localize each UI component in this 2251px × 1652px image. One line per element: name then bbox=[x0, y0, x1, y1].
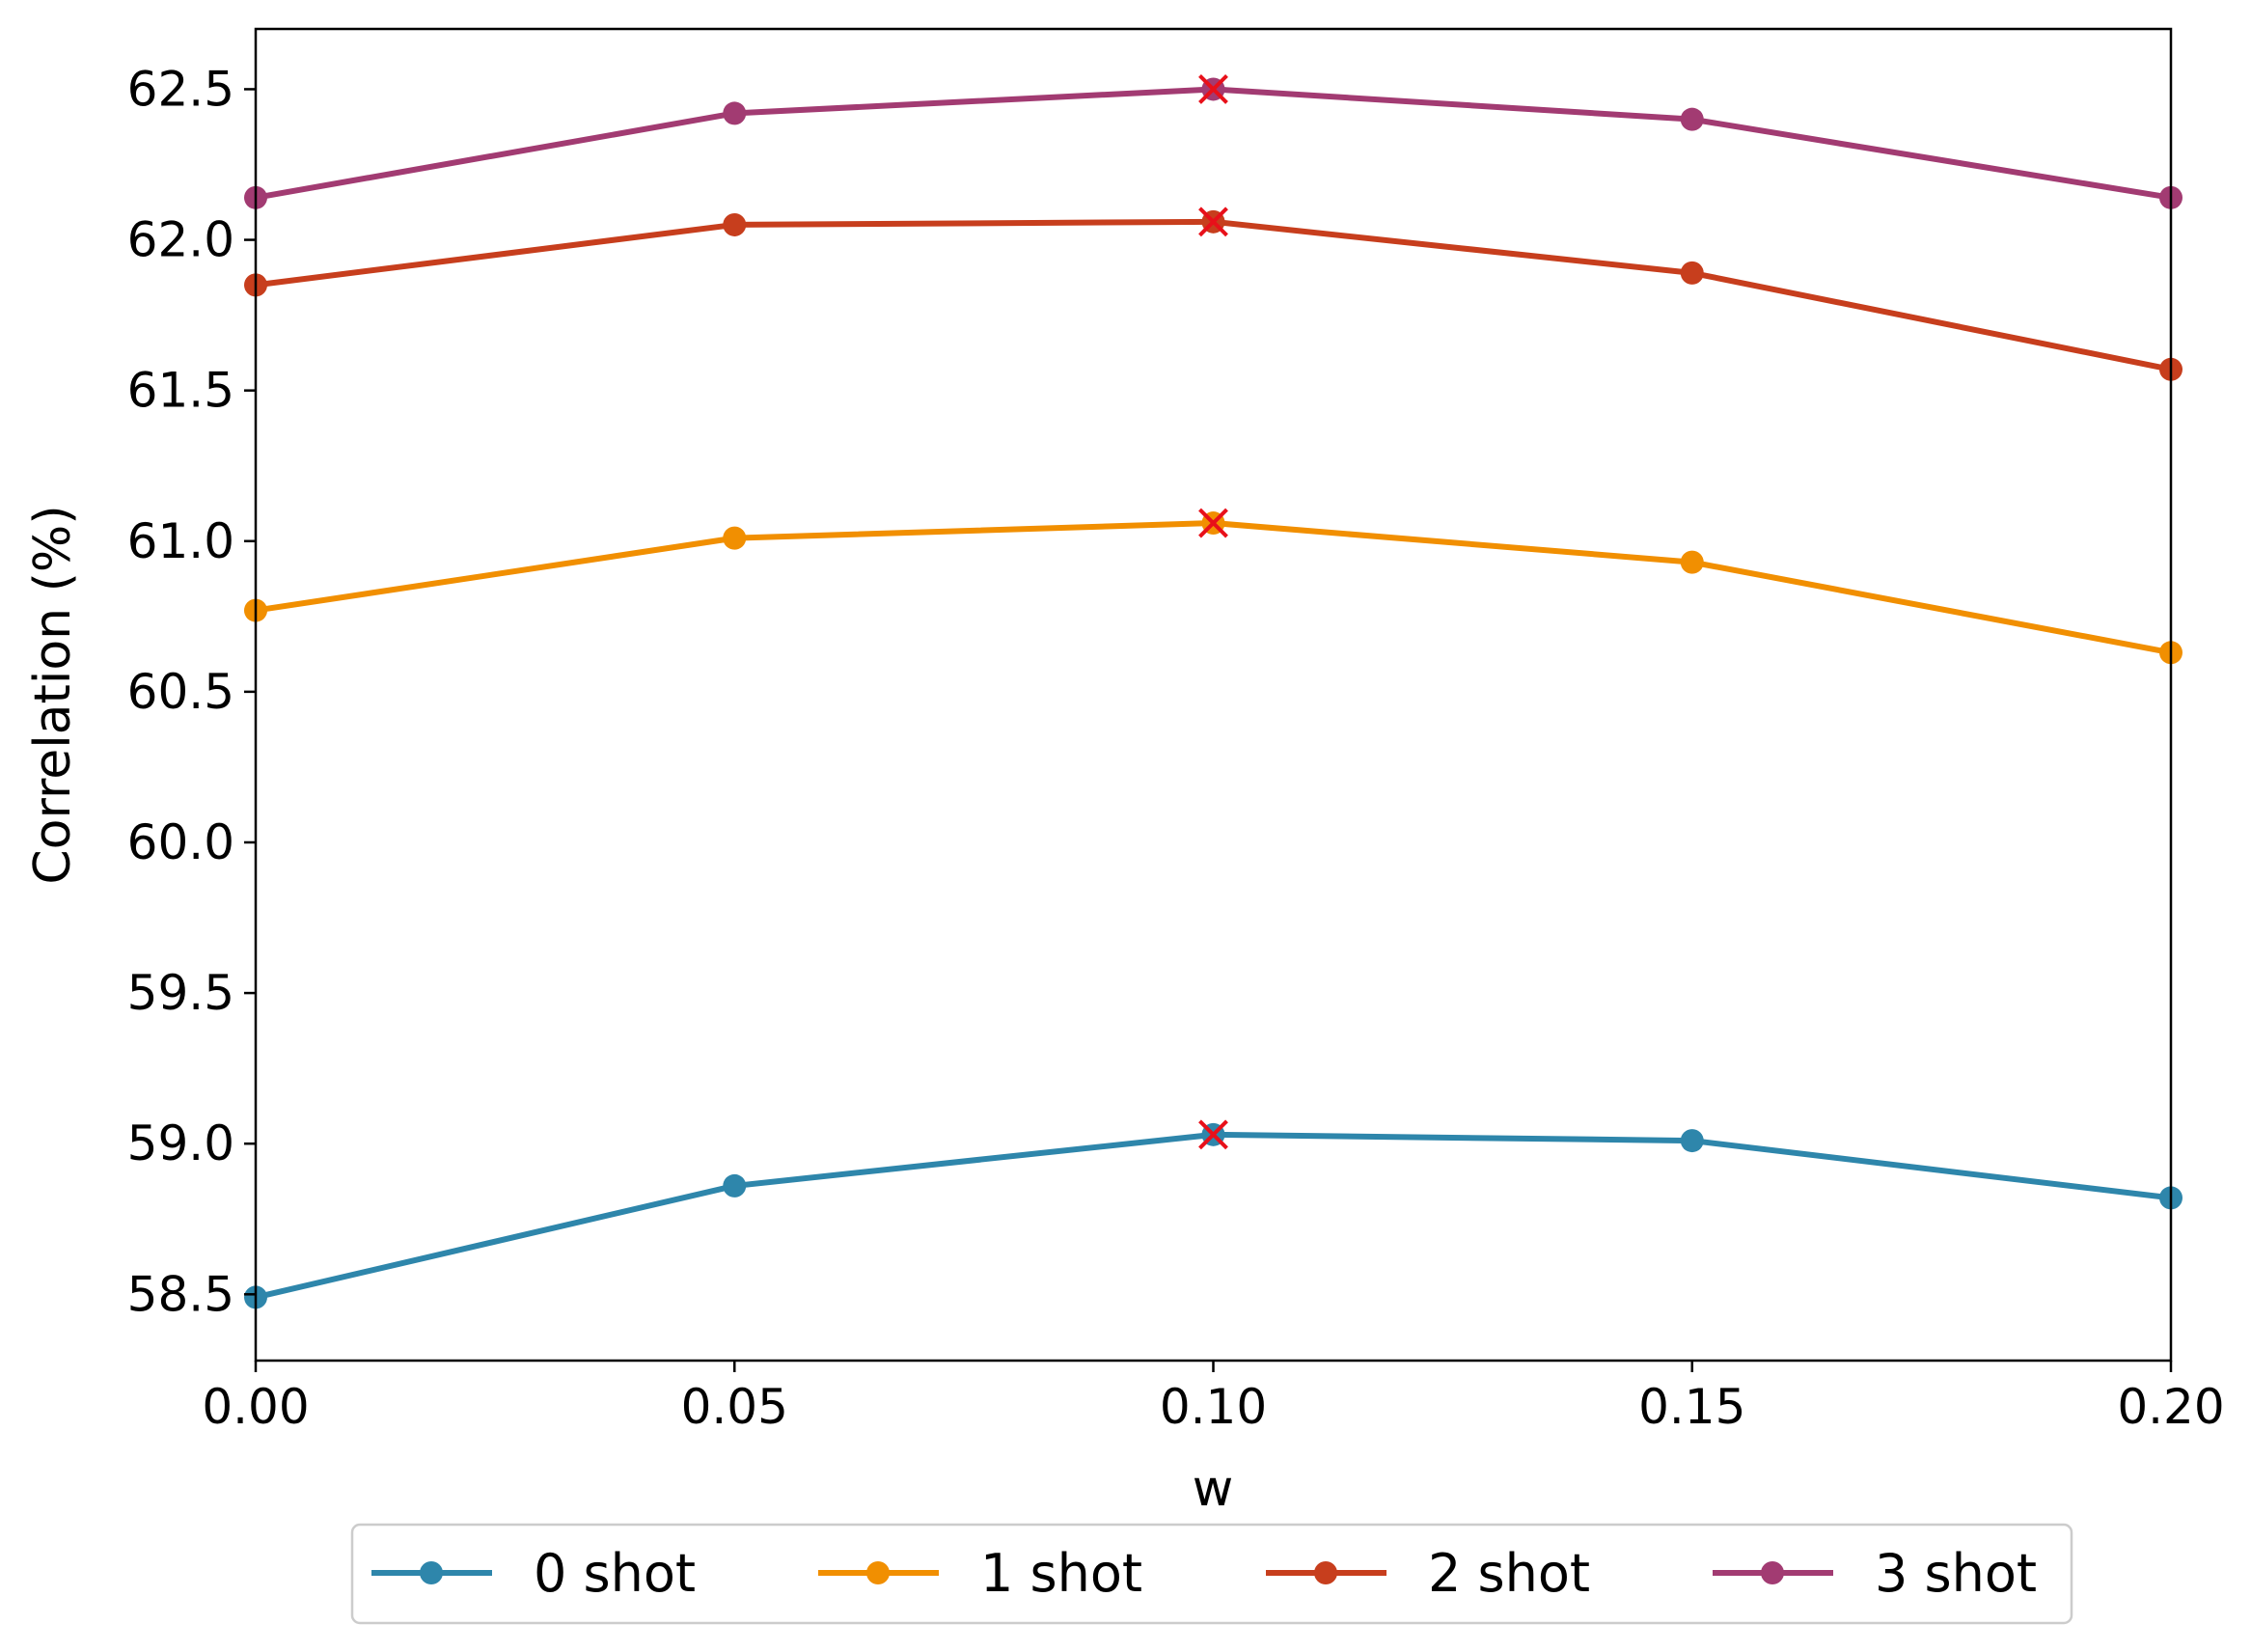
legend-marker bbox=[420, 1561, 443, 1584]
legend-frame bbox=[350, 1523, 2073, 1625]
legend-item: 0 shot bbox=[371, 1543, 696, 1604]
x-tick-label: 0.15 bbox=[1638, 1379, 1745, 1435]
legend-item: 2 shot bbox=[1266, 1543, 1590, 1604]
legend-marker bbox=[1761, 1561, 1784, 1584]
best-point-x-marker bbox=[1198, 74, 1228, 104]
y-tick-label: 61.5 bbox=[127, 363, 234, 419]
y-tick-label: 59.0 bbox=[127, 1115, 234, 1171]
legend-label: 2 shot bbox=[1428, 1543, 1590, 1604]
legend-label: 1 shot bbox=[980, 1543, 1142, 1604]
y-axis-label: Correlation (%) bbox=[24, 505, 82, 884]
x-tick-label: 0.00 bbox=[202, 1379, 309, 1435]
y-tick-label: 60.5 bbox=[127, 664, 234, 720]
x-tick-label: 0.05 bbox=[681, 1379, 788, 1435]
legend: 0 shot 1 shot 2 shot 3 shot bbox=[350, 1523, 2073, 1625]
best-point-x-marker bbox=[1198, 1119, 1228, 1150]
x-tick-label: 0.10 bbox=[1160, 1379, 1267, 1435]
y-tick-label: 60.0 bbox=[127, 814, 234, 870]
y-axis: 58.5 59.0 59.5 60.0 60.5 61.0 61.5 62.0 62.5 bbox=[127, 61, 256, 1322]
data-point bbox=[1680, 107, 1704, 131]
y-tick-label: 62.0 bbox=[127, 212, 234, 268]
legend-marker bbox=[866, 1561, 890, 1584]
legend-item: 1 shot bbox=[818, 1543, 1142, 1604]
data-point bbox=[1680, 261, 1704, 285]
best-point-x-marker bbox=[1198, 206, 1228, 237]
best-point-x-marker bbox=[1198, 508, 1228, 538]
x-marker-stroke bbox=[1198, 1119, 1228, 1150]
y-tick-label: 62.5 bbox=[127, 61, 234, 117]
x-marker-stroke bbox=[1198, 206, 1228, 237]
legend-label: 3 shot bbox=[1875, 1543, 2037, 1604]
x-marker-stroke bbox=[1198, 508, 1228, 538]
data-point bbox=[723, 212, 747, 236]
legend-item: 3 shot bbox=[1713, 1543, 2037, 1604]
x-axis-label: w bbox=[1193, 1460, 1234, 1518]
data-point bbox=[723, 526, 747, 550]
legend-label: 0 shot bbox=[534, 1543, 696, 1604]
y-tick-label: 59.5 bbox=[127, 965, 234, 1021]
legend-marker bbox=[1314, 1561, 1337, 1584]
y-tick-label: 61.0 bbox=[127, 513, 234, 569]
x-axis: 0.00 0.05 0.10 0.15 0.20 bbox=[202, 1361, 2225, 1435]
x-tick-label: 0.20 bbox=[2117, 1379, 2224, 1435]
data-point bbox=[1680, 550, 1704, 574]
data-point bbox=[723, 1173, 747, 1198]
y-tick-label: 58.5 bbox=[127, 1266, 234, 1322]
x-marker-stroke bbox=[1198, 74, 1228, 104]
data-point bbox=[1680, 1129, 1704, 1153]
data-point bbox=[723, 101, 747, 125]
